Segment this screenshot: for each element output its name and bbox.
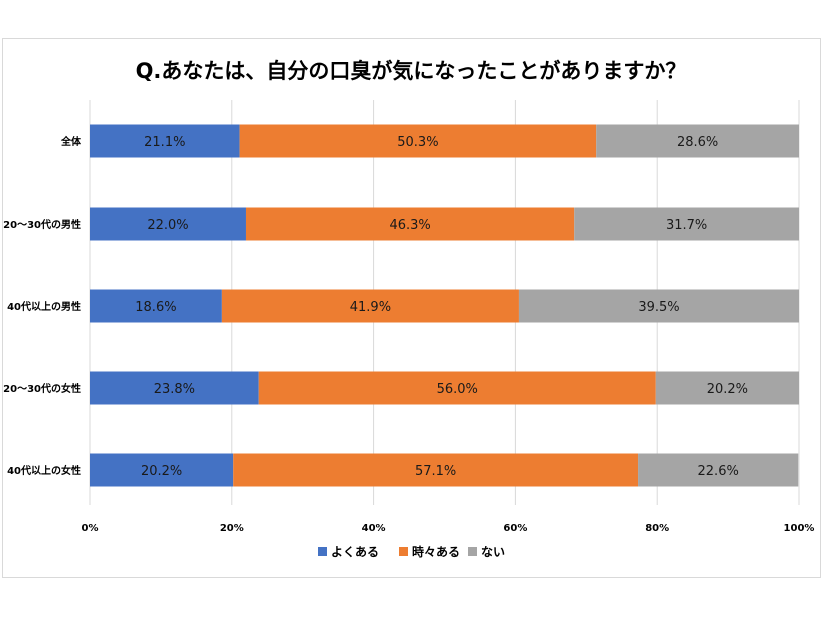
- x-tick-label: 60%: [503, 523, 527, 534]
- data-label: 20.2%: [141, 464, 182, 479]
- bar-segment: [655, 371, 799, 405]
- bar-segment: [638, 453, 799, 487]
- category-labels: 全体 20〜30代の男性 40代以上の男性 20〜30代の女性 40代以上の女性: [3, 135, 82, 477]
- category-label: 20〜30代の男性: [3, 218, 81, 231]
- bar-segment: [90, 371, 259, 405]
- data-label: 21.1%: [144, 135, 185, 150]
- data-label: 46.3%: [389, 218, 430, 233]
- bar-segment: [245, 207, 575, 241]
- bar-segment: [90, 207, 246, 241]
- category-label: 40代以上の男性: [7, 300, 81, 313]
- data-label: 22.0%: [147, 218, 188, 233]
- data-label: 31.7%: [666, 218, 707, 233]
- category-label: 全体: [60, 135, 82, 148]
- bar-segment: [258, 371, 656, 405]
- data-label: 28.6%: [677, 135, 718, 150]
- bar-segment: [574, 207, 799, 241]
- data-label: 41.9%: [350, 300, 391, 315]
- x-axis-ticks: 0% 20% 40% 60% 80% 100%: [82, 523, 815, 534]
- bars: [90, 124, 799, 487]
- data-label: 20.2%: [707, 382, 748, 397]
- data-label: 50.3%: [397, 135, 438, 150]
- category-label: 20〜30代の女性: [3, 382, 81, 395]
- legend-label: 時々ある: [412, 544, 460, 559]
- bar-segment: [239, 124, 597, 158]
- legend-label: ない: [481, 545, 505, 559]
- x-tick-label: 0%: [82, 523, 99, 534]
- bar-segment: [90, 124, 240, 158]
- x-tick-label: 100%: [784, 523, 815, 534]
- bar-segment: [233, 453, 639, 487]
- bar-segment: [596, 124, 799, 158]
- data-label: 18.6%: [135, 300, 176, 315]
- x-tick-label: 20%: [220, 523, 244, 534]
- legend-label: よくある: [331, 545, 379, 559]
- legend-swatch: [318, 547, 327, 556]
- bar-segment: [221, 289, 519, 323]
- data-label: 23.8%: [154, 382, 195, 397]
- chart-title: Q.あなたは、自分の口臭が気になったことがありますか？: [136, 59, 687, 83]
- category-label: 40代以上の女性: [7, 464, 81, 477]
- data-labels: 21.1% 50.3% 28.6% 22.0% 46.3% 31.7% 18.6% 41.9%…: [135, 135, 748, 479]
- data-label: 39.5%: [638, 300, 679, 315]
- legend-swatch: [399, 547, 408, 556]
- legend-swatch: [468, 547, 477, 556]
- x-tick-label: 80%: [645, 523, 669, 534]
- bar-segment: [90, 289, 222, 323]
- legend: よくある 時々ある ない: [318, 544, 505, 559]
- bar-segment: [518, 289, 799, 323]
- data-label: 22.6%: [698, 464, 739, 479]
- data-label: 56.0%: [437, 382, 478, 397]
- data-label: 57.1%: [415, 464, 456, 479]
- bar-segment: [90, 453, 234, 487]
- x-tick-label: 40%: [362, 523, 386, 534]
